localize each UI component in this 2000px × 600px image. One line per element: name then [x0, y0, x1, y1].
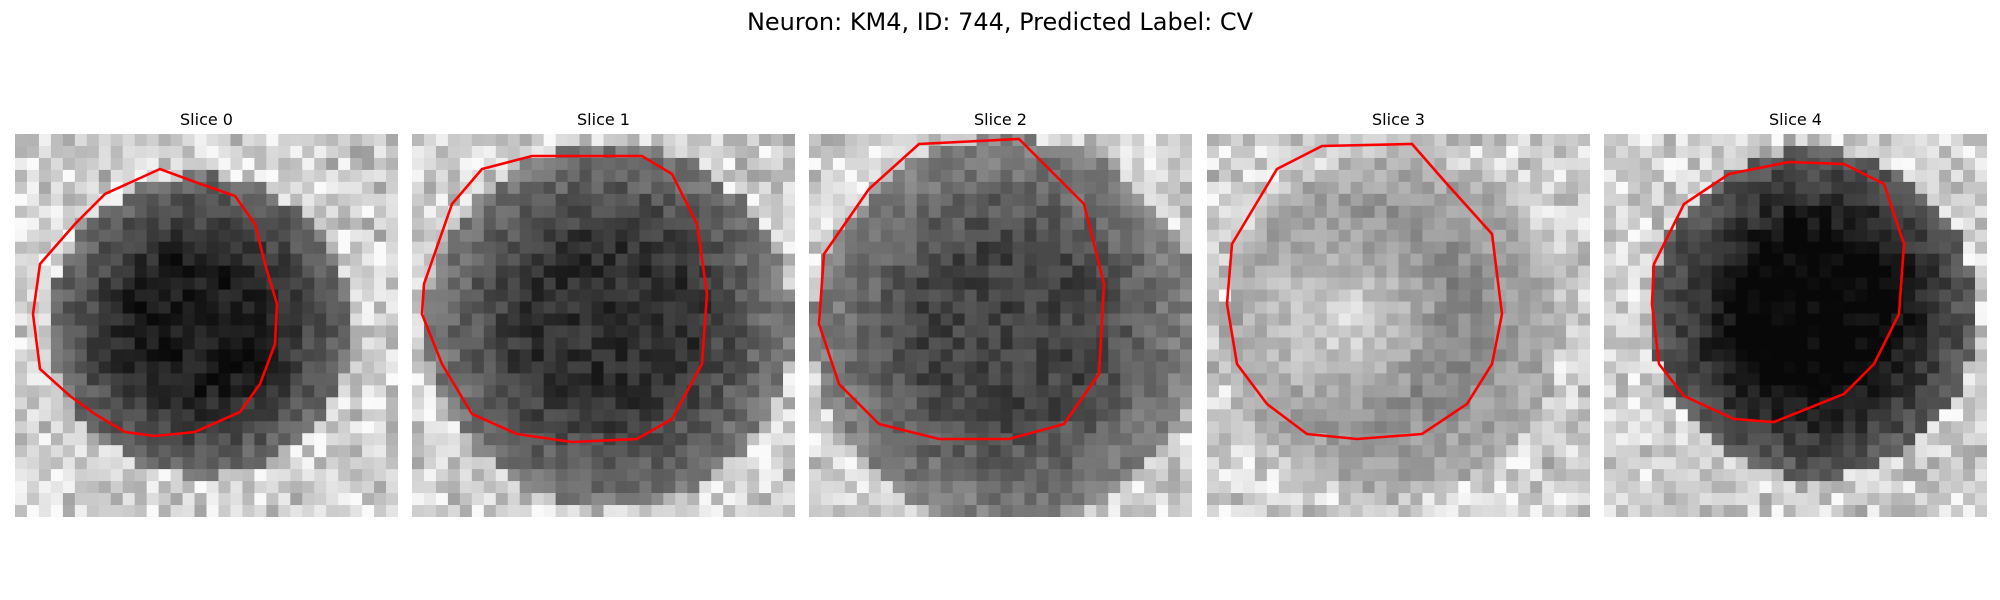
slice-panel-1: Slice 1: [412, 108, 795, 517]
slice-title: Slice 1: [577, 110, 630, 129]
slice-title: Slice 2: [974, 110, 1027, 129]
cell-contour: [31, 167, 279, 438]
grayscale-pixels: [1604, 134, 1987, 517]
grayscale-pixels: [15, 134, 398, 517]
slice-image: [1207, 134, 1590, 517]
slice-panel-3: Slice 3: [1207, 108, 1590, 517]
slice-panel-0: Slice 0: [15, 108, 398, 517]
cell-contour: [817, 137, 1106, 441]
slice-image: [809, 134, 1192, 517]
cell-contour: [1650, 160, 1906, 424]
slice-panel-4: Slice 4: [1604, 108, 1987, 517]
slice-title: Slice 0: [180, 110, 233, 129]
slice-title: Slice 3: [1372, 110, 1425, 129]
grayscale-pixels: [1207, 134, 1590, 517]
slice-title: Slice 4: [1769, 110, 1822, 129]
slice-panel-2: Slice 2: [809, 108, 1192, 517]
slice-image: [15, 134, 398, 517]
slice-image: [412, 134, 795, 517]
cell-contour: [1225, 142, 1504, 441]
grayscale-pixels: [412, 134, 795, 517]
slice-image: [1604, 134, 1987, 517]
grayscale-pixels: [809, 134, 1192, 517]
cell-contour: [420, 154, 709, 444]
figure-title: Neuron: KM4, ID: 744, Predicted Label: C…: [746, 8, 1254, 36]
